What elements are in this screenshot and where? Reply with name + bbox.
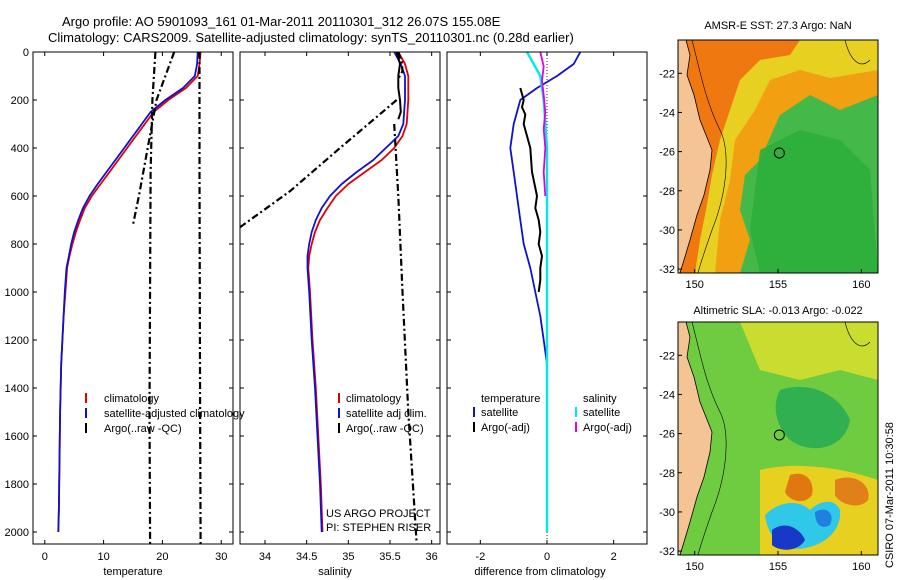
temperature-ytick-label-3: 600 xyxy=(11,191,29,203)
temperature-legend-satellite: satellite-adjusted climatology xyxy=(104,408,245,420)
side-timestamp: CSIRO 07-Mar-2011 10:30:58 xyxy=(884,422,896,568)
salinity-legend-climatology: climatology xyxy=(346,393,402,405)
salinity-xtick-label-4: 36 xyxy=(426,551,438,563)
temperature-panel: 0 10 20 30 0 200 400 600 800 1000 1200 1400 1600 1800… xyxy=(5,47,246,578)
sla-argo-marker xyxy=(773,429,785,441)
sst-map-title: AMSR-E SST: 27.3 Argo: NaN xyxy=(704,20,851,32)
temperature-series-argo-4 xyxy=(131,52,176,226)
salinity-xtick-label-2: 35 xyxy=(342,551,354,563)
temperature-xtick-label-2: 20 xyxy=(156,551,168,563)
temperature-axes-frame xyxy=(32,51,234,545)
temperature-xtick-label-1: 10 xyxy=(97,551,109,563)
sst_map-xtick-label-2: 160 xyxy=(852,279,870,291)
temperature-ytick-label-10: 2000 xyxy=(5,527,29,539)
sst-map-panel: AMSR-E SST: 27.3 Argo: NaN 150 155 160 -22 -… xyxy=(659,20,879,291)
project-line-1: US ARGO PROJECT xyxy=(326,508,431,520)
salinity-series-argo-3 xyxy=(393,123,418,544)
sst_map-ytick-label-5: -32 xyxy=(659,264,675,276)
salinity-series-argo-2 xyxy=(395,52,402,120)
salinity-series-argo-4 xyxy=(240,99,398,229)
sst_map-ytick-label-1: -24 xyxy=(659,107,675,119)
sla_map-xtick-label-1: 155 xyxy=(769,561,787,573)
temperature-xlabel: temperature xyxy=(103,566,162,578)
difference-panel: -2 0 2 difference from climatology tempera… xyxy=(446,51,648,578)
sla_map-ytick-label-5: -32 xyxy=(659,546,675,558)
sst_map-ytick-label-2: -26 xyxy=(659,147,675,159)
sst_map-ytick-label-4: -30 xyxy=(659,225,675,237)
temperature-series-satellite-1 xyxy=(57,52,199,533)
temperature-legend: climatology satellite-adjusted climatolo… xyxy=(85,393,245,435)
difference-legend-sal-satellite: satellite xyxy=(583,407,620,419)
temperature-ytick-label-4: 800 xyxy=(11,239,29,251)
salinity-series-argo-5 xyxy=(397,52,404,79)
temperature-ytick-label-9: 1800 xyxy=(5,479,29,491)
sla_map-ytick-label-2: -26 xyxy=(659,429,675,441)
salinity-legend-satellite: satellite adj clim. xyxy=(346,408,427,420)
salinity-axes-frame xyxy=(239,51,441,545)
temperature-ytick-label-1: 200 xyxy=(11,95,29,107)
temperature-legend-argo: Argo(..raw -QC) xyxy=(104,423,182,435)
salinity-xtick-label-1: 34.5 xyxy=(296,551,317,563)
sla_map-xtick-label-0: 150 xyxy=(685,561,703,573)
temperature-series-argo-3 xyxy=(148,52,157,544)
temperature-ytick-label-6: 1200 xyxy=(5,335,29,347)
difference-xtick-label-2: 2 xyxy=(611,551,617,563)
salinity-series-climatology-0 xyxy=(307,52,410,533)
sst-argo-marker xyxy=(773,147,785,159)
temperature-xtick-label-3: 30 xyxy=(215,551,227,563)
sst-map-land xyxy=(678,40,713,273)
sla-map-land xyxy=(678,322,713,555)
difference-series-salinity_satellite-1 xyxy=(525,52,549,532)
difference-legend-sal-argo: Argo(-adj) xyxy=(583,422,632,434)
sla_map-ytick-label-4: -30 xyxy=(659,507,675,519)
salinity-legend-argo: Argo(..raw -QC) xyxy=(346,423,424,435)
difference-legend-temperature: temperature xyxy=(481,393,540,405)
temperature-ytick-label-2: 400 xyxy=(11,143,29,155)
temperature-xtick-label-0: 0 xyxy=(42,551,48,563)
temperature-series-climatology-0 xyxy=(57,52,202,533)
sla_map-xtick-label-2: 160 xyxy=(852,561,870,573)
sst_map-ytick-label-0: -22 xyxy=(659,68,675,80)
difference-legend-salinity: salinity xyxy=(583,393,617,405)
difference-series-argo-2 xyxy=(519,87,543,293)
sla_map-ytick-label-0: -22 xyxy=(659,350,675,362)
sst_map-xtick-label-0: 150 xyxy=(685,279,703,291)
difference-legend-temp-argo: Argo(-adj) xyxy=(481,422,530,434)
salinity-xtick-label-0: 34 xyxy=(259,551,271,563)
salinity-legend: climatology satellite adj clim. Argo(..r… xyxy=(338,393,427,435)
temperature-ytick-label-5: 1000 xyxy=(5,287,29,299)
temperature-ytick-label-7: 1400 xyxy=(5,383,29,395)
difference-xtick-label-1: 0 xyxy=(544,551,550,563)
salinity-xlabel: salinity xyxy=(318,566,352,578)
sla-map-title: Altimetric SLA: -0.013 Argo: -0.022 xyxy=(693,305,862,317)
difference-series-salinity_argo-3 xyxy=(539,52,547,197)
sst_map-ytick-label-3: -28 xyxy=(659,186,675,198)
difference-legend-temp-satellite: satellite xyxy=(481,407,518,419)
difference-xtick-label-0: -2 xyxy=(475,551,485,563)
temperature-series-argo-2 xyxy=(198,52,202,544)
sst_map-xtick-label-1: 155 xyxy=(769,279,787,291)
temperature-ytick-label-0: 0 xyxy=(23,47,29,59)
sla_map-ytick-label-3: -28 xyxy=(659,468,675,480)
difference-legend: temperature satellite Argo(-adj) salinit… xyxy=(473,393,632,434)
difference-xlabel: difference from climatology xyxy=(474,566,606,578)
sla-map-panel: Altimetric SLA: -0.013 Argo: -0.022 150 1… xyxy=(659,305,879,573)
salinity-series-satellite-1 xyxy=(306,52,406,533)
temperature-ytick-label-8: 1600 xyxy=(5,431,29,443)
header-line-2: Climatology: CARS2009. Satellite-adjuste… xyxy=(48,30,574,45)
salinity-xtick-label-3: 35.5 xyxy=(379,551,400,563)
sla_map-ytick-label-1: -24 xyxy=(659,389,675,401)
salinity-panel: 34 34.5 35 35.5 36 salinity climatology sate… xyxy=(239,51,441,578)
temperature-legend-climatology: climatology xyxy=(104,393,160,405)
header-line-1: Argo profile: AO 5901093_161 01-Mar-2011… xyxy=(62,14,501,29)
project-line-2: PI: STEPHEN RISER xyxy=(326,522,431,534)
